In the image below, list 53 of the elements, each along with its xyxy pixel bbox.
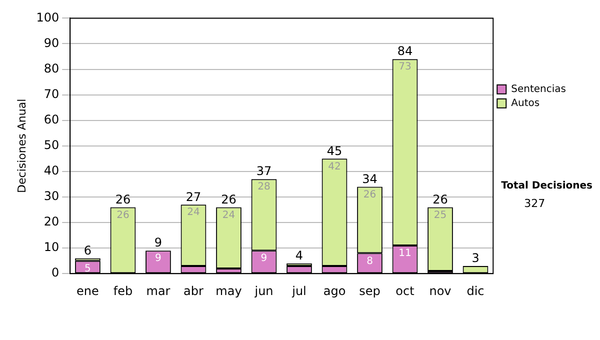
data-label: 28: [258, 182, 270, 193]
legend-label: Autos: [511, 98, 540, 109]
text: 327: [524, 196, 546, 210]
x-tick-label: nov: [429, 284, 452, 298]
total-label: 6: [84, 243, 92, 258]
x-tick-label: ago: [323, 284, 346, 298]
total-label: 9: [154, 236, 162, 250]
legend-label: Sentencias: [511, 84, 566, 95]
data-label: 11: [398, 248, 412, 260]
x-tick-label: jun: [254, 284, 274, 298]
data-label: 8: [366, 256, 373, 267]
x-tick-label: abr: [184, 284, 204, 298]
y-tick-label: 30: [44, 189, 60, 204]
data-label: 73: [398, 62, 412, 73]
y-axis-title: Decisiones Anual: [15, 98, 28, 193]
total-label: 34: [362, 172, 378, 186]
total-label: 26: [115, 192, 131, 206]
data-label: 26: [363, 189, 376, 200]
x-tick-label: dic: [466, 284, 484, 298]
x-tick-label: may: [216, 284, 242, 298]
y-tick-label: 90: [44, 36, 60, 50]
data-label: 9: [260, 253, 268, 264]
data-label: 9: [155, 253, 162, 264]
y-tick-label: 60: [44, 112, 60, 126]
x-tick-label: oct: [396, 284, 415, 298]
total-label: 26: [221, 192, 236, 206]
total-label: 84: [397, 44, 413, 58]
data-label: 42: [328, 161, 341, 172]
data-label: 26: [116, 210, 130, 221]
y-tick-label: 70: [44, 86, 60, 101]
x-tick-label: sep: [359, 284, 380, 298]
y-tick-label: 20: [44, 214, 60, 229]
total-label: 4: [295, 248, 304, 263]
x-tick-label: feb: [113, 284, 133, 298]
data-label: 25: [434, 210, 447, 221]
y-tick-label: 10: [44, 240, 60, 254]
total-label: 45: [326, 144, 342, 158]
total-label: 37: [256, 164, 272, 178]
total-label: 26: [432, 192, 448, 206]
data-label: 24: [187, 207, 200, 218]
data-label: 24: [222, 210, 236, 221]
y-tick-label: 100: [36, 10, 60, 24]
x-tick-label: jul: [291, 284, 306, 298]
data-label: 5: [84, 263, 91, 274]
y-tick-label: 50: [44, 138, 60, 152]
y-tick-label: 0: [51, 266, 60, 280]
y-tick-label: 80: [44, 61, 60, 76]
x-tick-label: mar: [146, 284, 170, 298]
total-label: 27: [186, 190, 202, 204]
x-tick-label: ene: [76, 284, 99, 298]
y-tick-label: 40: [44, 164, 60, 178]
text: Total Decisiones: [501, 180, 593, 192]
total-label: 3: [472, 251, 480, 266]
